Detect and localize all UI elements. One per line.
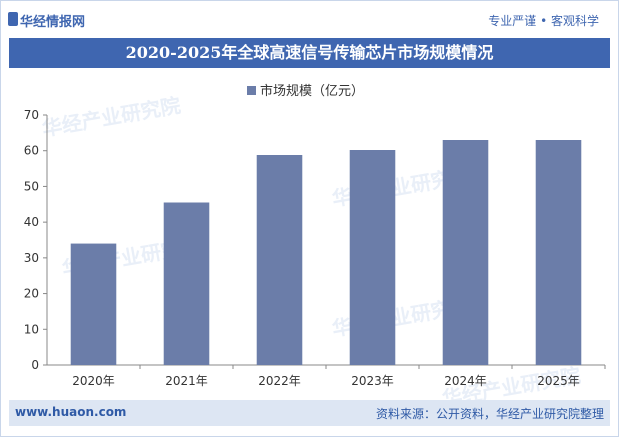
legend-swatch [247,86,256,95]
source-note: 资料来源：公开资料，华经产业研究院整理 [375,407,604,421]
legend-label: 市场规模（亿元） [260,83,364,99]
slogan: 专业严谨 • 客观科学 [488,14,599,28]
y-tick-label: 70 [24,108,39,122]
bar [442,140,489,365]
x-tick-label: 2021年 [165,374,208,388]
y-tick-label: 10 [24,322,39,336]
bar [349,150,396,365]
y-tick-label: 0 [31,358,39,372]
title-bar: 2020-2025年全球高速信号传输芯片市场规模情况 [9,38,610,68]
bar [535,140,582,365]
site-url[interactable]: www.huaon.com [15,405,127,419]
y-tick-label: 50 [24,179,39,193]
bar [163,202,210,365]
top-bar: 华经情报网 专业严谨 • 客观科学 [2,2,617,38]
footer-bar: www.huaon.com 资料来源：公开资料，华经产业研究院整理 [9,400,610,426]
x-tick-label: 2022年 [258,374,301,388]
x-tick-label: 2020年 [72,374,115,388]
y-tick-label: 60 [24,144,39,158]
y-tick-label: 30 [24,251,39,265]
chart-title: 2020-2025年全球高速信号传输芯片市场规模情况 [125,43,494,62]
bar [70,243,117,365]
y-tick-label: 20 [24,287,39,301]
y-tick-label: 40 [24,215,39,229]
bar [256,155,303,365]
brand-logo-icon [8,12,18,26]
bar-chart: 市场规模（亿元） 0 10 20 30 40 50 60 70 2020年 2021年 2022年 20… [24,83,606,388]
x-tick-label: 2025年 [537,374,580,388]
x-tick-label: 2024年 [444,374,487,388]
x-tick-label: 2023年 [351,374,394,388]
brand-name[interactable]: 华经情报网 [20,15,86,30]
